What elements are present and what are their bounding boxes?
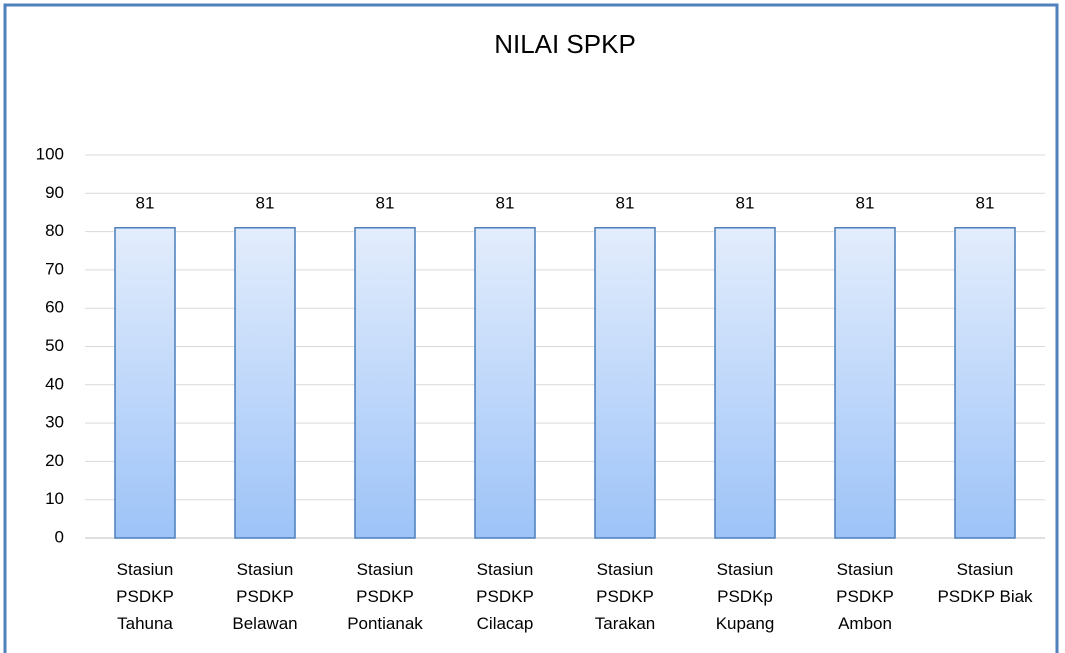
x-tick-label: Stasiun PSDKP Cilacap xyxy=(476,560,534,633)
data-label: 81 xyxy=(376,193,395,212)
y-tick-label: 50 xyxy=(45,336,64,355)
x-tick-label: Stasiun PSDKP Tahuna xyxy=(116,560,174,633)
y-tick-label: 60 xyxy=(45,298,64,317)
bar xyxy=(714,227,776,539)
bar xyxy=(834,227,896,539)
y-tick-label: 0 xyxy=(55,527,64,546)
data-label: 81 xyxy=(616,193,635,212)
y-tick-label: 70 xyxy=(45,259,64,278)
x-tick-label: Stasiun PSDKp Kupang xyxy=(715,560,775,633)
x-tick-label: Stasiun PSDKP Belawan xyxy=(232,560,298,633)
x-tick-label: Stasiun PSDKP Pontianak xyxy=(347,560,423,633)
y-tick-label: 10 xyxy=(45,489,64,508)
frame xyxy=(3,3,1059,653)
chart-title: NILAI SPKP xyxy=(494,29,636,59)
x-tick-label: Stasiun PSDKP Ambon xyxy=(836,560,894,633)
bar xyxy=(234,227,296,539)
data-label: 81 xyxy=(136,193,155,212)
y-tick-label: 40 xyxy=(45,374,64,393)
y-tick-label: 20 xyxy=(45,451,64,470)
data-label: 81 xyxy=(256,193,275,212)
data-label: 81 xyxy=(856,193,875,212)
y-tick-label: 80 xyxy=(45,221,64,240)
data-label: 81 xyxy=(496,193,515,212)
x-tick-label: Stasiun PSDKP Biak xyxy=(937,560,1033,606)
bar xyxy=(954,227,1016,539)
bar xyxy=(474,227,536,539)
y-tick-label: 90 xyxy=(45,183,64,202)
y-tick-label: 30 xyxy=(45,413,64,432)
data-label: 81 xyxy=(736,193,755,212)
y-tick-label: 100 xyxy=(36,144,64,163)
bar xyxy=(354,227,416,539)
bar xyxy=(114,227,176,539)
bar xyxy=(594,227,656,539)
x-tick-label: Stasiun PSDKP Tarakan xyxy=(594,560,656,633)
data-label: 81 xyxy=(976,193,995,212)
